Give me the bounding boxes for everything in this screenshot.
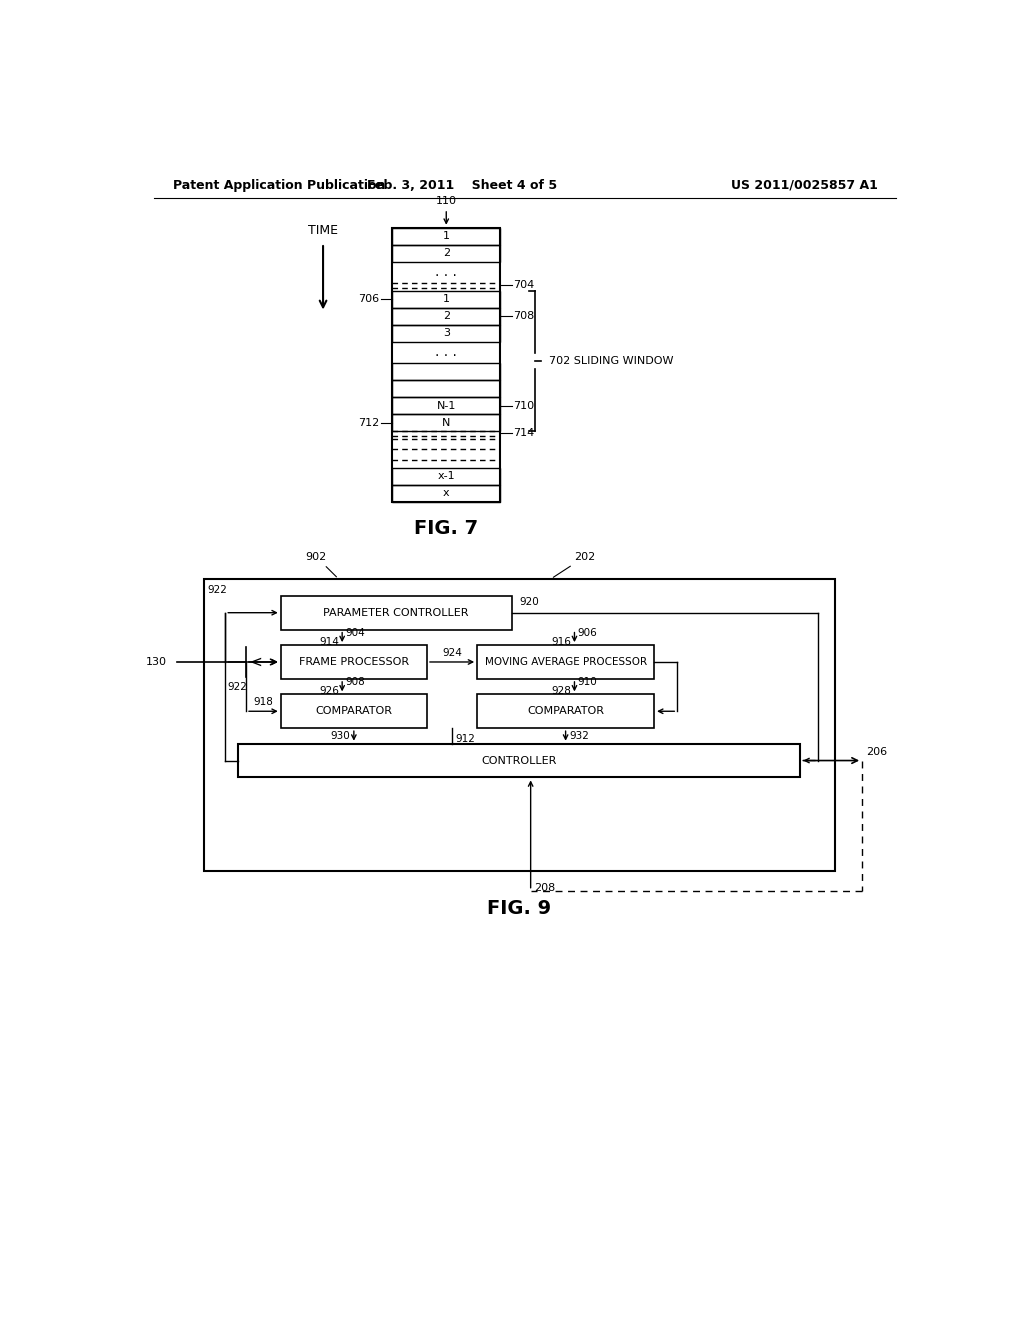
Text: COMPARATOR: COMPARATOR (315, 706, 392, 717)
Text: 922: 922 (227, 681, 248, 692)
Text: 1: 1 (442, 231, 450, 242)
Text: FRAME PROCESSOR: FRAME PROCESSOR (299, 657, 409, 667)
Text: TIME: TIME (308, 224, 338, 238)
Text: 930: 930 (331, 731, 350, 741)
Text: 2: 2 (442, 248, 450, 259)
Text: FIG. 9: FIG. 9 (487, 899, 552, 917)
Text: 130: 130 (145, 657, 167, 667)
Text: . . .: . . . (435, 265, 457, 280)
Text: 910: 910 (578, 677, 597, 686)
Bar (392, 380, 500, 397)
Bar (392, 308, 500, 325)
Bar (392, 290, 500, 308)
Text: 202: 202 (553, 552, 595, 577)
Text: 3: 3 (442, 329, 450, 338)
Text: N-1: N-1 (436, 400, 456, 411)
Bar (392, 484, 500, 502)
Text: 914: 914 (319, 638, 339, 647)
Text: 924: 924 (442, 648, 462, 659)
Bar (281, 645, 427, 678)
Bar (477, 645, 654, 678)
Text: 928: 928 (552, 686, 571, 696)
Bar (392, 227, 500, 244)
Bar (392, 325, 500, 342)
Bar (392, 228, 500, 502)
Text: 708: 708 (513, 312, 535, 321)
Bar (239, 743, 801, 777)
Bar (281, 694, 427, 729)
Text: 908: 908 (345, 677, 365, 686)
Text: FIG. 7: FIG. 7 (414, 519, 478, 539)
Text: 706: 706 (358, 294, 379, 305)
Bar (281, 595, 512, 630)
Text: 1: 1 (442, 294, 450, 305)
Text: 920: 920 (519, 598, 540, 607)
Text: N: N (442, 417, 451, 428)
Text: 206: 206 (866, 747, 887, 758)
Text: x: x (443, 488, 450, 499)
Bar (477, 694, 654, 729)
Text: 904: 904 (345, 628, 365, 638)
Text: 704: 704 (513, 280, 535, 290)
Text: US 2011/0025857 A1: US 2011/0025857 A1 (730, 178, 878, 191)
Text: MOVING AVERAGE PROCESSOR: MOVING AVERAGE PROCESSOR (484, 657, 647, 667)
Text: COMPARATOR: COMPARATOR (527, 706, 604, 717)
Bar (392, 469, 500, 484)
Text: <: < (250, 655, 262, 669)
Text: 922: 922 (208, 585, 227, 595)
Text: x-1: x-1 (437, 471, 455, 482)
Text: 912: 912 (455, 734, 475, 744)
Text: 208: 208 (535, 883, 556, 892)
Text: 926: 926 (319, 686, 339, 696)
Text: CONTROLLER: CONTROLLER (481, 755, 557, 766)
Text: 710: 710 (513, 400, 535, 411)
Text: Patent Application Publication: Patent Application Publication (173, 178, 385, 191)
Text: 2: 2 (442, 312, 450, 321)
Bar (392, 363, 500, 380)
Bar (392, 397, 500, 414)
Text: PARAMETER CONTROLLER: PARAMETER CONTROLLER (324, 607, 469, 618)
Text: 712: 712 (358, 417, 379, 428)
Bar (204, 579, 836, 871)
Text: 906: 906 (578, 628, 597, 638)
Text: 110: 110 (436, 197, 457, 223)
Text: 702 SLIDING WINDOW: 702 SLIDING WINDOW (549, 356, 673, 366)
Bar (392, 414, 500, 430)
Text: 932: 932 (569, 731, 590, 741)
Bar (392, 244, 500, 261)
Text: 902: 902 (305, 552, 337, 577)
Text: 918: 918 (254, 697, 273, 708)
Text: . . .: . . . (435, 346, 457, 359)
Text: 714: 714 (513, 428, 535, 438)
Text: 916: 916 (552, 638, 571, 647)
Text: Feb. 3, 2011    Sheet 4 of 5: Feb. 3, 2011 Sheet 4 of 5 (367, 178, 557, 191)
